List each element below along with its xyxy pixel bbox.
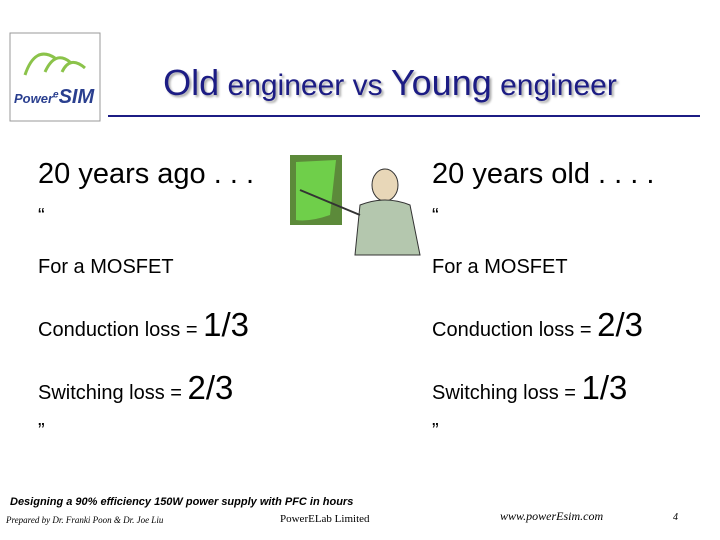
column-heading: 20 years ago . . . xyxy=(38,158,254,191)
close-quote: ” xyxy=(432,420,439,443)
title-text: engineer vs xyxy=(219,69,391,102)
subject-text: For a MOSFET xyxy=(432,256,568,278)
switching-value: 1/3 xyxy=(581,369,628,406)
conduction-value: 1/3 xyxy=(203,306,249,343)
title: Old engineer vs Young engineer xyxy=(0,62,720,104)
page-number: 4 xyxy=(673,512,678,523)
switching-label: Switching loss = xyxy=(432,382,582,404)
subject-text: For a MOSFET xyxy=(38,256,174,278)
heading-text: 20 years ago . . . xyxy=(38,158,255,190)
logo: PowereSIM xyxy=(14,86,94,109)
quote-text: “ xyxy=(432,205,439,227)
head xyxy=(371,168,399,202)
title-text: engineer xyxy=(491,69,617,102)
conduction-line: Conduction loss = 1/3 xyxy=(38,306,249,344)
footer-tagline: Designing a 90% efficiency 150W power su… xyxy=(10,496,354,508)
pointer xyxy=(299,189,361,216)
title-text: Young xyxy=(390,62,492,103)
footer-website: www.powerEsim.com xyxy=(500,509,604,523)
conduction-label: Conduction loss = xyxy=(432,319,598,341)
logo-text: Power xyxy=(14,91,54,106)
logo-text: e xyxy=(53,89,59,101)
switching-value: 2/3 xyxy=(187,369,234,406)
body xyxy=(354,199,421,256)
quote-text: ” xyxy=(38,420,45,442)
column-heading: 20 years old . . . . xyxy=(432,158,654,191)
switching-line: Switching loss = 1/3 xyxy=(432,369,627,407)
open-quote: “ xyxy=(432,205,439,228)
logo-arcs xyxy=(23,52,86,76)
footer-authors: Prepared by Dr. Franki Poon & Dr. Joe Li… xyxy=(6,515,164,525)
conduction-value: 2/3 xyxy=(597,306,643,343)
close-quote: ” xyxy=(38,420,45,443)
footer-company: PowerELab Limited xyxy=(280,513,370,525)
quote-text: “ xyxy=(38,205,45,227)
subject: For a MOSFET xyxy=(432,256,568,279)
conduction-label: Conduction loss = xyxy=(38,319,204,341)
switching-label: Switching loss = xyxy=(38,382,188,404)
clipart xyxy=(290,155,421,256)
logo-text: SIM xyxy=(58,86,95,108)
quote-text: ” xyxy=(432,420,439,442)
board xyxy=(296,160,336,221)
open-quote: “ xyxy=(38,205,45,228)
conduction-line: Conduction loss = 2/3 xyxy=(432,306,643,344)
heading-text: 20 years old . . . . xyxy=(432,158,655,190)
subject: For a MOSFET xyxy=(38,256,174,279)
logo-box xyxy=(9,32,101,122)
switching-line: Switching loss = 2/3 xyxy=(38,369,233,407)
title-text: Old xyxy=(163,62,220,103)
